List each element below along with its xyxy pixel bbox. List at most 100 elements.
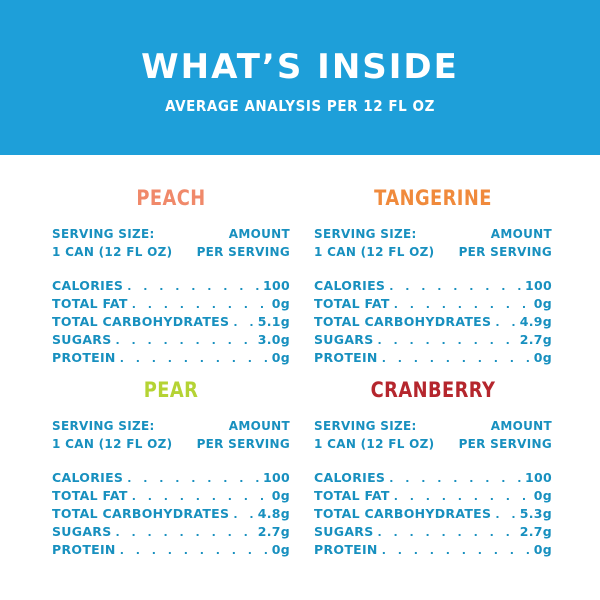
per-serving-label: PER SERVING xyxy=(458,245,552,259)
amount-label: AMOUNT xyxy=(490,227,552,241)
nutrient-value: 4.9g xyxy=(519,314,552,329)
nutrient-value: 100 xyxy=(525,470,552,485)
serving-size: SERVING SIZE: 1 CAN (12 FL OZ) xyxy=(314,417,434,453)
nutrient-row-protein: PROTEIN 0g xyxy=(314,349,552,367)
nutrient-row-sugars: SUGARS 2.7g xyxy=(314,331,552,349)
serving-size-value: 1 CAN (12 FL OZ) xyxy=(314,245,435,259)
nutrient-label: CALORIES xyxy=(314,470,386,485)
flavor-name-pear: PEAR xyxy=(143,378,199,402)
serving-info: SERVING SIZE: 1 CAN (12 FL OZ) AMOUNT PE… xyxy=(52,417,290,453)
nutrient-row-protein: PROTEIN 0g xyxy=(52,349,290,367)
nutrient-row-total-carbohydrates: TOTAL CARBOHYDRATES 4.9g xyxy=(314,313,552,331)
nutrition-panel-pear: PEAR SERVING SIZE: 1 CAN (12 FL OZ) AMOU… xyxy=(52,377,290,559)
nutrient-label: SUGARS xyxy=(314,332,374,347)
dot-leader xyxy=(132,296,268,314)
nutrient-value: 0g xyxy=(271,350,290,365)
nutrient-row-sugars: SUGARS 2.7g xyxy=(314,523,552,541)
serving-info: SERVING SIZE: 1 CAN (12 FL OZ) AMOUNT PE… xyxy=(314,417,552,453)
page-subtitle: AVERAGE ANALYSIS PER 12 FL OZ xyxy=(165,97,435,115)
nutrient-label: TOTAL FAT xyxy=(314,488,390,503)
serving-size: SERVING SIZE: 1 CAN (12 FL OZ) xyxy=(52,417,172,453)
nutrient-label: TOTAL CARBOHYDRATES xyxy=(52,506,230,521)
nutrient-row-calories: CALORIES 100 xyxy=(314,277,552,295)
nutrient-label: CALORIES xyxy=(52,470,124,485)
nutrient-label: SUGARS xyxy=(52,332,112,347)
dot-leader xyxy=(389,278,521,296)
nutrient-value: 0g xyxy=(271,488,290,503)
nutrient-row-protein: PROTEIN 0g xyxy=(314,541,552,559)
serving-size: SERVING SIZE: 1 CAN (12 FL OZ) xyxy=(52,225,172,261)
flavor-name-peach: PEACH xyxy=(136,186,206,210)
serving-info: SERVING SIZE: 1 CAN (12 FL OZ) AMOUNT PE… xyxy=(52,225,290,261)
flavor-name-tangerine: TANGERINE xyxy=(374,186,492,210)
dot-leader xyxy=(495,506,515,524)
nutrient-label: PROTEIN xyxy=(52,350,116,365)
nutrient-list: CALORIES 100 TOTAL FAT 0g TOTAL CARBOHYDRA… xyxy=(52,469,290,559)
nutrient-label: SUGARS xyxy=(314,524,374,539)
dot-leader xyxy=(382,542,530,560)
nutrient-row-calories: CALORIES 100 xyxy=(52,469,290,487)
amount-per-serving: AMOUNT PER SERVING xyxy=(459,225,552,261)
nutrient-value: 2.7g xyxy=(519,524,552,539)
serving-size-value: 1 CAN (12 FL OZ) xyxy=(314,437,435,451)
nutrient-list: CALORIES 100 TOTAL FAT 0g TOTAL CARBOHYDRA… xyxy=(314,277,552,367)
nutrient-label: TOTAL FAT xyxy=(52,488,128,503)
serving-size: SERVING SIZE: 1 CAN (12 FL OZ) xyxy=(314,225,434,261)
nutrient-row-sugars: SUGARS 3.0g xyxy=(52,331,290,349)
dot-leader xyxy=(394,296,530,314)
dot-leader xyxy=(132,488,268,506)
nutrient-label: PROTEIN xyxy=(52,542,116,557)
nutrient-row-total-fat: TOTAL FAT 0g xyxy=(52,295,290,313)
nutrient-row-total-carbohydrates: TOTAL CARBOHYDRATES 5.1g xyxy=(52,313,290,331)
amount-label: AMOUNT xyxy=(228,227,290,241)
nutrient-value: 3.0g xyxy=(257,332,290,347)
dot-leader xyxy=(378,332,516,350)
nutrient-value: 4.8g xyxy=(257,506,290,521)
dot-leader xyxy=(127,278,259,296)
flavor-name-cranberry: CRANBERRY xyxy=(370,378,496,402)
nutrient-label: SUGARS xyxy=(52,524,112,539)
dot-leader xyxy=(382,350,530,368)
per-serving-label: PER SERVING xyxy=(458,437,552,451)
dot-leader xyxy=(116,524,254,542)
nutrient-value: 5.1g xyxy=(257,314,290,329)
serving-info: SERVING SIZE: 1 CAN (12 FL OZ) AMOUNT PE… xyxy=(314,225,552,261)
nutrient-label: TOTAL FAT xyxy=(314,296,390,311)
nutrient-row-calories: CALORIES 100 xyxy=(52,277,290,295)
serving-size-label: SERVING SIZE: xyxy=(314,419,417,433)
nutrition-panel-peach: PEACH SERVING SIZE: 1 CAN (12 FL OZ) AMO… xyxy=(52,185,290,367)
nutrient-value: 5.3g xyxy=(519,506,552,521)
nutrition-panel-tangerine: TANGERINE SERVING SIZE: 1 CAN (12 FL OZ)… xyxy=(314,185,552,367)
nutrient-label: CALORIES xyxy=(314,278,386,293)
nutrient-value: 0g xyxy=(271,296,290,311)
nutrient-value: 2.7g xyxy=(519,332,552,347)
nutrient-row-total-fat: TOTAL FAT 0g xyxy=(52,487,290,505)
nutrient-label: TOTAL FAT xyxy=(52,296,128,311)
per-serving-label: PER SERVING xyxy=(196,437,290,451)
serving-size-value: 1 CAN (12 FL OZ) xyxy=(52,245,173,259)
header-banner: WHAT’S INSIDE AVERAGE ANALYSIS PER 12 FL… xyxy=(0,0,600,155)
page-title: WHAT’S INSIDE xyxy=(141,47,459,87)
dot-leader xyxy=(120,350,268,368)
serving-size-value: 1 CAN (12 FL OZ) xyxy=(52,437,173,451)
nutrient-label: PROTEIN xyxy=(314,350,378,365)
dot-leader xyxy=(120,542,268,560)
serving-size-label: SERVING SIZE: xyxy=(52,227,155,241)
dot-leader xyxy=(389,470,521,488)
amount-label: AMOUNT xyxy=(490,419,552,433)
dot-leader xyxy=(233,314,253,332)
nutrient-value: 0g xyxy=(533,488,552,503)
dot-leader xyxy=(394,488,530,506)
amount-per-serving: AMOUNT PER SERVING xyxy=(197,417,290,453)
nutrient-label: CALORIES xyxy=(52,278,124,293)
nutrient-value: 0g xyxy=(271,542,290,557)
per-serving-label: PER SERVING xyxy=(196,245,290,259)
serving-size-label: SERVING SIZE: xyxy=(314,227,417,241)
nutrient-row-total-carbohydrates: TOTAL CARBOHYDRATES 4.8g xyxy=(52,505,290,523)
dot-leader xyxy=(127,470,259,488)
nutrient-value: 0g xyxy=(533,296,552,311)
nutrient-row-total-fat: TOTAL FAT 0g xyxy=(314,295,552,313)
nutrient-row-total-fat: TOTAL FAT 0g xyxy=(314,487,552,505)
nutrient-row-calories: CALORIES 100 xyxy=(314,469,552,487)
dot-leader xyxy=(378,524,516,542)
